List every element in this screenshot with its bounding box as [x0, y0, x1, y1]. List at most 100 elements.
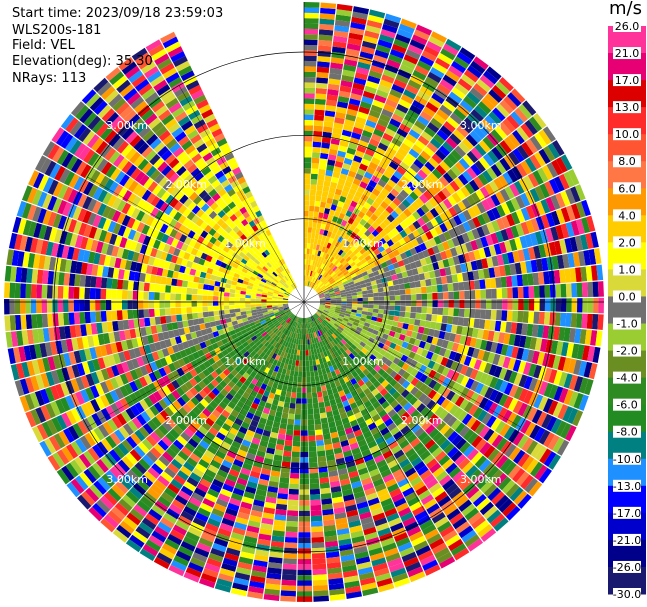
velocity-gate	[416, 266, 424, 274]
velocity-gate	[458, 290, 465, 300]
velocity-gate	[325, 337, 331, 344]
velocity-gate	[474, 394, 484, 407]
velocity-gate	[435, 420, 447, 432]
velocity-gate	[474, 309, 481, 319]
velocity-gate	[384, 383, 393, 392]
velocity-gate	[260, 383, 268, 391]
velocity-gate	[473, 249, 481, 260]
velocity-gate	[278, 332, 284, 338]
velocity-gate	[376, 205, 386, 214]
velocity-gate	[348, 280, 355, 286]
velocity-gate	[329, 593, 346, 601]
velocity-gate	[455, 474, 469, 487]
velocity-gate	[499, 140, 512, 154]
velocity-gate	[351, 447, 361, 456]
velocity-gate	[516, 145, 529, 160]
velocity-gate	[316, 311, 322, 315]
velocity-gate	[318, 358, 324, 365]
velocity-gate	[367, 225, 376, 234]
velocity-gate	[436, 284, 443, 293]
velocity-gate	[362, 361, 370, 369]
velocity-gate	[304, 227, 308, 233]
velocity-gate	[304, 157, 312, 163]
velocity-gate	[454, 395, 465, 407]
velocity-gate	[280, 373, 286, 380]
velocity-gate	[314, 353, 319, 360]
velocity-gate	[334, 25, 350, 33]
velocity-gate	[586, 215, 596, 232]
velocity-gate	[483, 399, 494, 412]
velocity-gate	[327, 214, 334, 221]
velocity-gate	[565, 283, 572, 298]
velocity-gate	[472, 270, 480, 280]
velocity-gate	[434, 88, 448, 100]
velocity-gate	[251, 570, 267, 578]
velocity-gate	[393, 184, 403, 194]
velocity-gate	[428, 270, 436, 279]
velocity-gate	[463, 281, 470, 291]
velocity-gate	[280, 471, 290, 479]
velocity-gate	[428, 36, 445, 48]
velocity-gate	[348, 359, 356, 367]
velocity-gate	[313, 370, 319, 377]
velocity-gate	[447, 431, 459, 443]
velocity-gate	[462, 170, 473, 183]
velocity-gate	[432, 245, 440, 255]
velocity-gate	[328, 78, 341, 86]
velocity-gate	[318, 34, 333, 42]
velocity-gate	[368, 547, 384, 557]
velocity-gate	[265, 419, 274, 427]
velocity-gate	[345, 362, 352, 369]
velocity-gate	[383, 351, 392, 359]
velocity-gate	[502, 299, 508, 310]
velocity-gate	[448, 487, 462, 500]
velocity-gate	[298, 532, 311, 538]
velocity-gate	[322, 310, 329, 315]
velocity-gate	[390, 413, 401, 423]
velocity-gate	[400, 94, 414, 105]
velocity-gate	[350, 289, 357, 294]
velocity-gate	[400, 306, 406, 312]
velocity-gate	[431, 486, 445, 499]
velocity-gate	[548, 241, 557, 256]
velocity-gate	[363, 430, 373, 439]
velocity-gate	[280, 351, 286, 358]
velocity-gate	[540, 199, 551, 214]
velocity-gate	[164, 308, 171, 316]
velocity-gate	[359, 51, 374, 60]
velocity-gate	[263, 341, 270, 348]
velocity-gate	[297, 564, 312, 570]
velocity-gate	[270, 470, 281, 478]
velocity-gate	[180, 293, 187, 301]
velocity-gate	[377, 142, 389, 152]
velocity-gate	[417, 135, 430, 146]
velocity-gate	[430, 353, 439, 362]
velocity-gate	[338, 315, 344, 320]
velocity-gate	[426, 293, 433, 300]
velocity-gate	[349, 402, 358, 410]
velocity-gate	[536, 411, 548, 427]
velocity-gate	[312, 249, 316, 255]
velocity-gate	[339, 549, 354, 557]
velocity-gate	[275, 444, 284, 451]
velocity-gate	[342, 351, 349, 358]
velocity-gate	[470, 192, 481, 204]
velocity-gate	[204, 468, 217, 479]
velocity-gate	[372, 380, 381, 389]
velocity-gate	[100, 288, 107, 300]
velocity-gate	[346, 298, 353, 302]
velocity-gate	[368, 205, 377, 214]
velocity-gate	[354, 375, 362, 383]
velocity-gate	[467, 113, 481, 126]
velocity-gate	[291, 392, 297, 399]
velocity-gate	[510, 211, 521, 225]
velocity-gate	[486, 415, 497, 428]
velocity-gate	[239, 297, 246, 302]
velocity-gate	[100, 299, 106, 311]
velocity-gate	[346, 306, 352, 310]
velocity-gate	[371, 221, 379, 230]
velocity-gate	[299, 478, 310, 485]
velocity-gate	[410, 377, 420, 387]
velocity-gate	[416, 207, 426, 217]
velocity-gate	[393, 403, 403, 413]
